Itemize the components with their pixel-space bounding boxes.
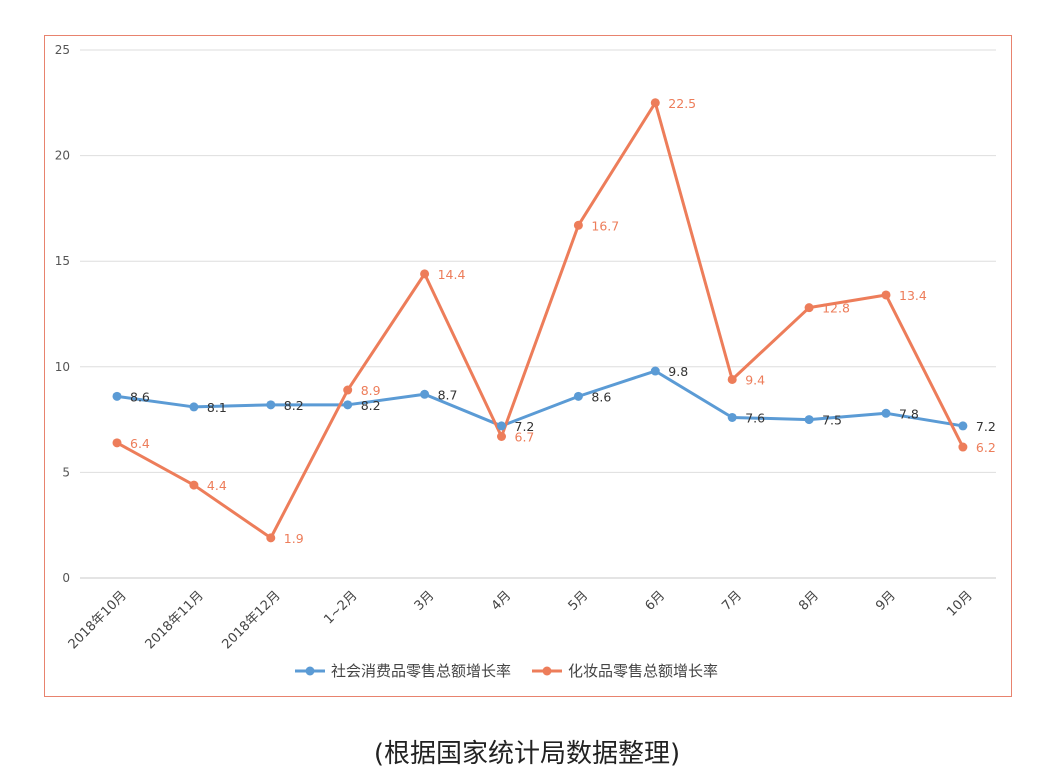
x-tick-label: 9月 [873,588,899,614]
x-tick-label: 7月 [719,588,745,614]
x-tick-label: 6月 [642,588,668,614]
data-label: 7.5 [822,413,842,428]
chart-frame [44,35,1012,697]
data-point [650,366,660,376]
y-tick-label: 10 [55,360,70,374]
data-point [958,421,968,431]
data-label: 16.7 [591,218,619,233]
x-tick-label: 1~2月 [321,588,360,627]
data-label: 8.1 [207,400,227,415]
data-point [804,415,814,425]
data-label: 6.7 [515,429,535,444]
data-point [804,303,814,313]
x-tick-label: 10月 [944,588,975,619]
series-line-0 [116,369,964,428]
y-tick-label: 15 [55,254,70,268]
data-point [420,269,430,279]
data-point [958,442,968,452]
data-point [112,391,122,401]
series-line-1 [116,101,965,540]
data-label: 9.4 [745,372,765,387]
data-point [189,480,199,490]
data-label: 7.2 [515,419,535,434]
data-label: 8.2 [284,398,304,413]
data-label: 8.2 [361,398,381,413]
data-label: 6.4 [130,436,150,451]
data-point [266,533,276,543]
data-point [497,431,506,441]
legend-entry: 社会消费品零售总额增长率 [331,662,511,680]
data-label: 12.8 [822,301,850,316]
data-label: 22.5 [668,96,696,111]
data-label: 8.9 [361,383,381,398]
y-tick-label: 20 [55,149,70,163]
data-point [881,290,891,300]
data-point [573,391,583,401]
y-tick-label: 5 [62,465,70,479]
data-label: 7.2 [976,419,996,434]
y-tick-label: 0 [62,571,70,585]
x-tick-label: 2018年12月 [220,588,284,652]
data-label: 8.6 [130,389,150,404]
data-label: 14.4 [438,267,466,282]
y-tick-label: 25 [55,43,70,57]
data-label: 6.2 [976,440,996,455]
data-label: 9.8 [668,364,688,379]
data-label: 1.9 [284,531,304,546]
data-point [343,385,353,395]
legend-marker [305,666,315,676]
data-point [727,374,737,384]
data-label: 7.8 [899,406,919,421]
data-point [650,98,660,108]
legend-marker [542,666,552,676]
data-point [189,402,199,412]
data-point [727,412,737,422]
data-label: 8.7 [438,387,458,402]
data-point [343,400,353,410]
source-caption: (根据国家统计局数据整理) [373,739,681,769]
x-tick-label: 8月 [796,588,822,614]
x-tick-label: 5月 [566,588,592,614]
x-tick-label: 4月 [489,588,515,614]
data-label: 7.6 [745,410,765,425]
line-chart: 0 5 10 15 20 25 2018年10月 2018年11月 2018年12月 1~2月 3月… [55,43,996,680]
x-tick-label: 2018年11月 [143,588,207,652]
x-tick-label: 3月 [412,588,438,614]
x-tick-label: 2018年10月 [66,588,130,652]
data-label: 4.4 [207,478,227,493]
legend-entry: 化妆品零售总额增长率 [568,662,718,680]
data-point [497,421,506,431]
data-point [881,408,891,418]
data-label: 8.6 [591,389,611,404]
data-point [112,438,122,448]
data-point [420,389,430,399]
data-point [266,400,276,410]
data-point [573,220,583,230]
data-label: 13.4 [899,288,927,303]
